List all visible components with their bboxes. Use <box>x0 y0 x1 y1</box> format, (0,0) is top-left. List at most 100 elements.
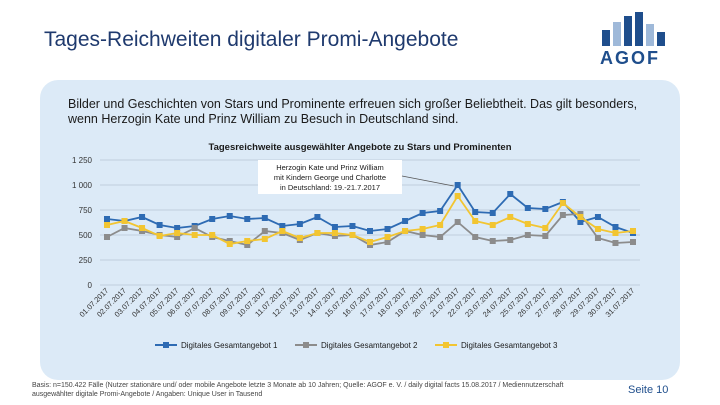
data-point <box>261 215 268 221</box>
annotation-text: Herzogin Kate und Prinz William mit Kinde… <box>274 163 386 192</box>
data-point <box>156 233 163 239</box>
data-point <box>559 212 566 218</box>
data-point <box>139 225 146 231</box>
data-point <box>542 233 549 239</box>
data-point <box>577 214 584 220</box>
data-point <box>419 226 426 232</box>
data-point <box>594 235 601 241</box>
annotation-arrow <box>401 175 454 187</box>
data-point <box>402 218 409 224</box>
y-tick-label: 750 <box>79 206 93 215</box>
data-point <box>349 223 356 229</box>
data-point <box>437 222 444 228</box>
data-point <box>507 237 514 243</box>
data-point <box>454 193 461 199</box>
page-title: Tages-Reichweiten digitaler Promi-Angebo… <box>44 28 459 51</box>
data-point <box>437 208 444 214</box>
data-point <box>314 214 321 220</box>
data-point <box>296 221 303 227</box>
data-point <box>419 232 426 238</box>
series-line-3 <box>106 194 634 245</box>
legend-marker <box>443 342 449 348</box>
data-point <box>104 216 110 222</box>
data-point <box>472 209 479 215</box>
data-point <box>121 218 128 224</box>
y-tick-label: 1 250 <box>72 156 93 165</box>
data-point <box>489 222 496 228</box>
data-point <box>577 219 584 225</box>
data-point <box>507 214 514 220</box>
data-point <box>139 214 146 220</box>
data-point <box>331 230 338 236</box>
data-point <box>349 232 356 238</box>
data-point <box>261 228 268 234</box>
data-point <box>612 230 619 236</box>
data-point <box>630 239 636 245</box>
data-point <box>630 228 636 234</box>
data-point <box>367 239 373 245</box>
data-point <box>559 200 566 206</box>
data-point <box>524 205 531 211</box>
data-point <box>121 225 128 231</box>
data-point <box>279 228 286 234</box>
annotation-box <box>258 160 402 194</box>
data-point <box>542 225 549 231</box>
legend-marker <box>163 342 169 348</box>
data-point <box>191 232 198 238</box>
data-point <box>244 242 251 248</box>
y-tick-label: 1 000 <box>72 181 93 190</box>
data-point <box>612 240 619 246</box>
data-point <box>402 228 409 234</box>
legend-label: Digitales Gesamtangebot 2 <box>321 341 418 350</box>
data-point <box>542 206 549 212</box>
data-point <box>454 182 461 188</box>
data-point <box>279 223 286 229</box>
y-tick-label: 250 <box>79 256 93 265</box>
data-point <box>384 234 391 240</box>
data-point <box>244 216 251 222</box>
data-point <box>209 232 216 238</box>
data-point <box>612 224 619 230</box>
data-point <box>454 219 461 225</box>
data-point <box>489 238 496 244</box>
data-point <box>437 234 444 240</box>
data-point <box>104 234 110 240</box>
y-tick-label: 0 <box>88 281 93 290</box>
data-point <box>384 226 391 232</box>
data-point <box>472 218 479 224</box>
data-point <box>226 213 233 219</box>
data-point <box>507 191 514 197</box>
legend-marker <box>303 342 309 348</box>
data-point <box>209 216 216 222</box>
data-point <box>524 221 531 227</box>
data-point <box>226 241 233 247</box>
data-point <box>296 235 303 241</box>
page-number: Seite 10 <box>628 384 669 396</box>
agof-logo-icon <box>602 12 665 46</box>
data-point <box>244 238 251 244</box>
data-point <box>384 239 391 245</box>
y-tick-label: 500 <box>79 231 93 240</box>
data-point <box>104 222 110 228</box>
data-point <box>331 224 338 230</box>
data-point <box>472 234 479 240</box>
footnote: Basis: n=150.422 Fälle (Nutzer stationär… <box>32 382 564 398</box>
data-point <box>594 226 601 232</box>
data-point <box>156 222 163 228</box>
data-point <box>191 225 198 231</box>
data-point <box>174 230 181 236</box>
data-point <box>419 210 426 216</box>
chart-title: Tagesreichweite ausgewählter Angebote zu… <box>208 142 511 153</box>
data-point <box>594 214 601 220</box>
data-point <box>524 232 531 238</box>
intro-text: Bilder und Geschichten von Stars und Pro… <box>68 97 638 126</box>
data-point <box>174 225 181 231</box>
data-point <box>367 228 373 234</box>
data-point <box>261 236 268 242</box>
logo-text: AGOF <box>600 48 660 68</box>
data-point <box>174 234 181 240</box>
legend-label: Digitales Gesamtangebot 3 <box>461 341 558 350</box>
data-point <box>314 230 321 236</box>
data-point <box>489 210 496 216</box>
